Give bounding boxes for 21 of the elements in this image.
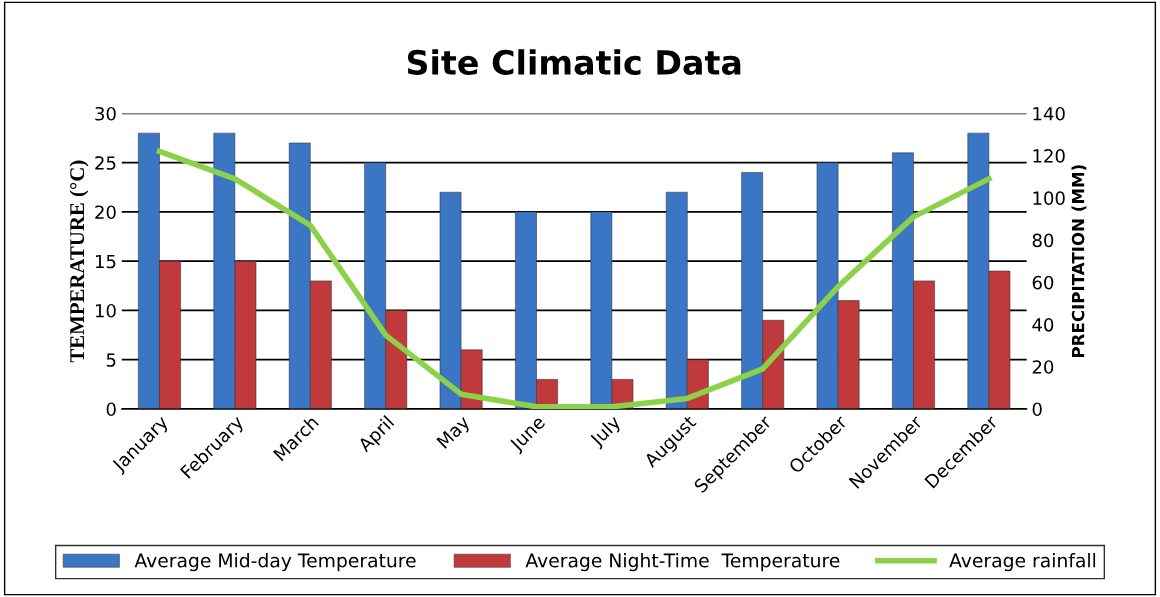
y-tick-label: 15	[95, 254, 116, 269]
y-axis-title: TEMPERATURE (°C)	[69, 160, 89, 363]
legend-label: Average Night-Time Temperature	[525, 553, 840, 572]
y-tick-label: 25	[95, 156, 116, 170]
y-tick-label: 0	[106, 402, 116, 417]
y2-tick-label: 20	[1032, 360, 1054, 374]
legend-label: Average Mid-day Temperature	[134, 553, 416, 572]
y2-axis-title: PRECIPITATION (MM)	[1071, 165, 1087, 358]
y2-tick-label: 40	[1032, 317, 1054, 332]
y2-tick-label: 80	[1032, 233, 1054, 248]
y2-tick-label: 60	[1032, 275, 1054, 290]
legend-label: Average rainfall	[949, 553, 1096, 572]
y-tick-label: 30	[95, 106, 116, 121]
chart-title: Site Climatic Data	[407, 49, 741, 76]
y2-tick-label: 0	[1032, 402, 1042, 417]
y-tick-label: 10	[95, 303, 116, 318]
y2-tick-label: 140	[1033, 106, 1065, 121]
y2-tick-label: 100	[1033, 191, 1065, 205]
y-tick-label: 5	[106, 353, 116, 367]
y2-tick-label: 120	[1033, 149, 1065, 163]
y-tick-label: 20	[95, 205, 116, 220]
